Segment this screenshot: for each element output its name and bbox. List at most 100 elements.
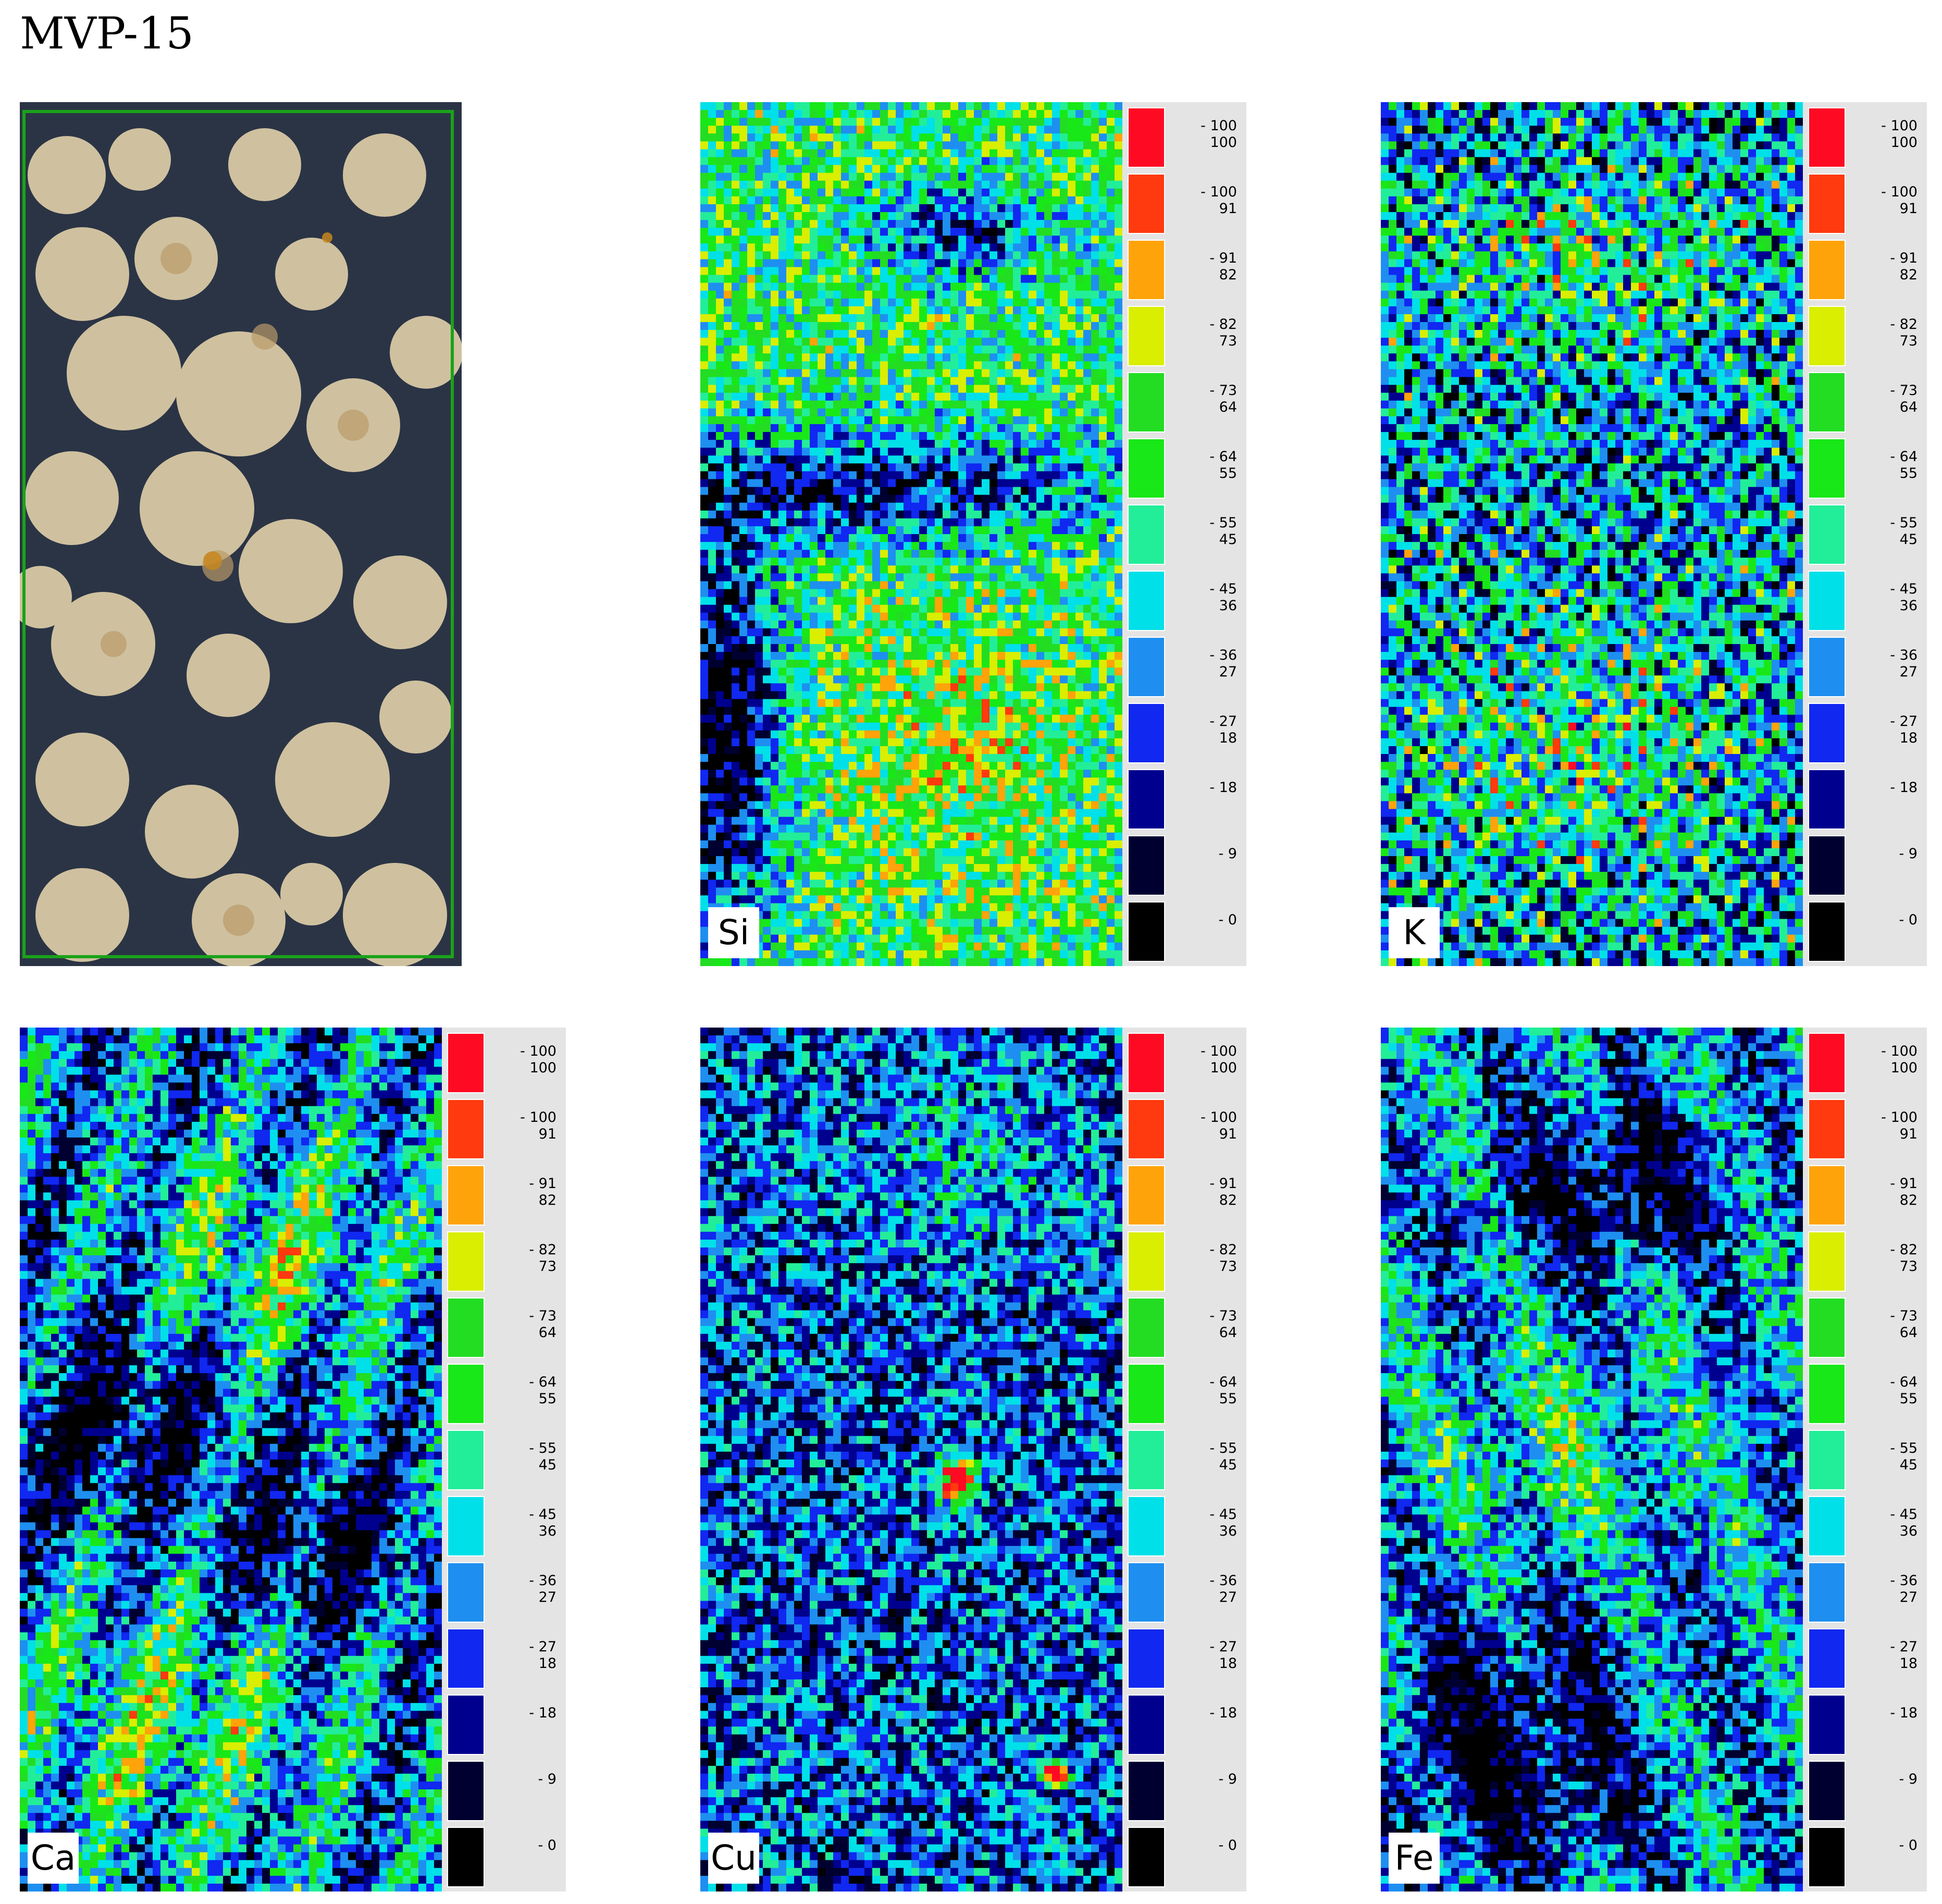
legend-label-bottom: 18 — [494, 1655, 556, 1672]
legend-label-bottom: 91 — [1174, 201, 1237, 217]
figure-title: MVP-15 — [20, 11, 194, 55]
legend-label-top: - 0 — [1174, 912, 1237, 929]
legend-label-top: - 100 — [494, 1109, 556, 1126]
legend-label-bottom: 27 — [1855, 1589, 1918, 1606]
legend-label-bottom: 82 — [1174, 1192, 1237, 1209]
legend-swatch — [447, 1430, 485, 1490]
legend-label-top: - 45 — [1855, 1506, 1918, 1523]
legend-swatch — [1128, 1562, 1165, 1623]
legend-label-bottom: 100 — [1855, 134, 1918, 151]
legend-swatch — [1808, 1761, 1846, 1821]
legend-swatch — [1128, 1761, 1165, 1821]
legend-label-bottom: 18 — [1855, 1655, 1918, 1672]
legend-label-bottom: 55 — [1174, 465, 1237, 482]
legend-swatch — [1128, 1165, 1165, 1226]
legend-label-bottom: 82 — [494, 1192, 556, 1209]
legend-label-bottom: 91 — [1855, 201, 1918, 217]
legend-swatch — [1808, 1364, 1846, 1424]
legend-label-top: - 0 — [494, 1837, 556, 1854]
legend-label-bottom: 27 — [1174, 664, 1237, 681]
legend-swatch — [1128, 438, 1165, 499]
legend-label-bottom: 36 — [1174, 598, 1237, 614]
legend-label-top: - 9 — [1174, 1771, 1237, 1788]
legend-label-top: - 18 — [1174, 780, 1237, 796]
legend-label-bottom: 45 — [1174, 1457, 1237, 1474]
legend-swatch — [1128, 107, 1165, 168]
legend-label-top: - 64 — [1855, 449, 1918, 465]
legend-label-top: - 36 — [494, 1573, 556, 1589]
legend-label-bottom: 73 — [1855, 1258, 1918, 1275]
legend-label-top: - 100 — [1855, 1043, 1918, 1060]
legend-swatch — [1808, 438, 1846, 499]
legend-label-top: - 45 — [1855, 581, 1918, 598]
legend-label-top: - 9 — [494, 1771, 556, 1788]
legend-label-top: - 27 — [494, 1639, 556, 1655]
legend-label-top: - 9 — [1855, 1771, 1918, 1788]
cu-map-image — [700, 1028, 1122, 1891]
legend-swatch — [1128, 372, 1165, 432]
legend-label-bottom: 36 — [1855, 598, 1918, 614]
legend-swatch — [1128, 306, 1165, 366]
legend-swatch — [1808, 1562, 1846, 1623]
legend-swatch — [1128, 835, 1165, 896]
legend-label-bottom: 73 — [1174, 333, 1237, 350]
legend-label-top: - 91 — [1855, 1176, 1918, 1192]
legend-label-bottom: 18 — [1174, 1655, 1237, 1672]
legend-label-bottom: 64 — [1174, 1325, 1237, 1341]
legend-label-top: - 27 — [1855, 1639, 1918, 1655]
legend-label-top: - 100 — [1855, 118, 1918, 134]
legend-label-bottom: 55 — [1855, 1391, 1918, 1407]
legend-swatch — [1128, 1827, 1165, 1887]
legend-swatch — [1808, 835, 1846, 896]
legend-label-top: - 55 — [1855, 515, 1918, 531]
legend-swatch — [447, 1099, 485, 1159]
legend-swatch — [1128, 1364, 1165, 1424]
legend-label-top: - 100 — [1174, 1043, 1237, 1060]
legend-swatch — [1808, 1628, 1846, 1689]
legend-swatch — [1808, 1430, 1846, 1490]
legend-swatch — [1808, 1827, 1846, 1887]
legend-label-top: - 36 — [1855, 647, 1918, 664]
legend-swatch — [1128, 504, 1165, 565]
legend-label-top: - 64 — [1174, 1374, 1237, 1391]
legend-label-bottom: 82 — [1855, 1192, 1918, 1209]
legend-label-bottom: 82 — [1174, 267, 1237, 283]
map-fe-canvas: Fe — [1381, 1028, 1803, 1891]
legend-swatch — [447, 1033, 485, 1093]
legend-label-top: - 100 — [1855, 184, 1918, 201]
si-map-image — [700, 102, 1122, 966]
legend-label-top: - 45 — [1174, 581, 1237, 598]
cu-element-label: Cu — [708, 1833, 759, 1884]
legend-swatch — [1128, 1099, 1165, 1159]
legend-label-top: - 55 — [1855, 1440, 1918, 1457]
legend-label-top: - 100 — [1174, 1109, 1237, 1126]
legend-swatch — [1808, 1099, 1846, 1159]
legend-label-bottom: 45 — [494, 1457, 556, 1474]
legend-label-bottom: 45 — [1855, 1457, 1918, 1474]
legend-swatch — [447, 1165, 485, 1226]
legend-label-top: - 0 — [1855, 1837, 1918, 1854]
legend-swatch — [1808, 571, 1846, 631]
ca-element-label: Ca — [28, 1833, 79, 1884]
legend-label-bottom: 91 — [1855, 1126, 1918, 1143]
legend-label-bottom: 55 — [1174, 1391, 1237, 1407]
legend-swatch — [1128, 769, 1165, 830]
legend-label-bottom: 18 — [1855, 730, 1918, 747]
legend-swatch — [1128, 1695, 1165, 1755]
legend-swatch — [1128, 1496, 1165, 1556]
legend-swatch — [1808, 306, 1846, 366]
legend-label-top: - 91 — [1855, 250, 1918, 267]
legend-label-top: - 55 — [1174, 515, 1237, 531]
legend-swatch — [447, 1827, 485, 1887]
legend-label-bottom: 36 — [494, 1523, 556, 1540]
legend-label-bottom: 27 — [1174, 1589, 1237, 1606]
legend-swatch — [1808, 1165, 1846, 1226]
fe-map-image — [1381, 1028, 1803, 1891]
legend-label-top: - 0 — [1855, 912, 1918, 929]
legend-label-top: - 55 — [494, 1440, 556, 1457]
legend-label-bottom: 36 — [1855, 1523, 1918, 1540]
legend-label-top: - 82 — [1855, 316, 1918, 333]
k-legend: - 100 100- 100 91- 91 82- 82 73- 73 64- 64 55-… — [1803, 102, 1927, 966]
legend-swatch — [1128, 240, 1165, 300]
legend-label-bottom: 45 — [1174, 531, 1237, 548]
